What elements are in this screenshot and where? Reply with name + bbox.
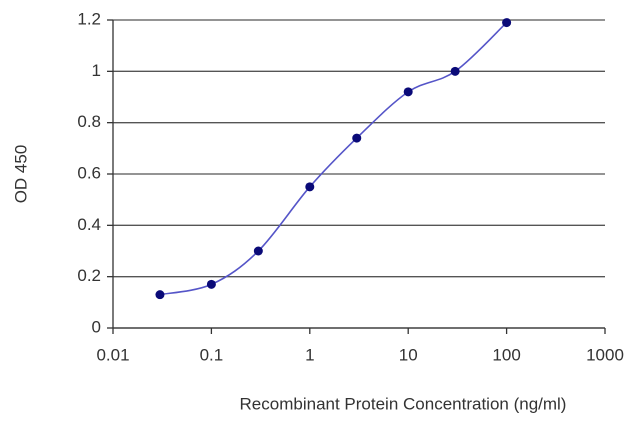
y-tick-label: 0.8: [77, 112, 101, 131]
y-tick-label: 0.4: [77, 215, 101, 234]
x-tick-label: 100: [492, 345, 520, 364]
x-tick-label: 10: [399, 345, 418, 364]
x-tick-label: 1: [305, 345, 314, 364]
y-tick-label: 0.2: [77, 266, 101, 285]
data-point: [206, 279, 216, 289]
data-line: [159, 21, 508, 296]
y-axis-label: OD 450: [11, 145, 30, 204]
x-tick-label: 1000: [586, 345, 624, 364]
data-point: [502, 18, 512, 28]
y-tick-label: 1: [92, 61, 101, 80]
data-point: [253, 246, 263, 256]
y-tick-label: 0: [92, 317, 101, 336]
data-point: [305, 182, 315, 192]
data-point: [155, 290, 165, 300]
x-axis-label: Recombinant Protein Concentration (ng/ml…: [240, 394, 567, 413]
y-tick-label: 1.2: [77, 9, 101, 28]
data-point: [403, 87, 413, 97]
data-point: [352, 133, 362, 143]
x-tick-label: 0.1: [200, 345, 224, 364]
data-point: [450, 66, 460, 76]
x-tick-label: 0.01: [96, 345, 129, 364]
y-tick-label: 0.6: [77, 163, 101, 182]
